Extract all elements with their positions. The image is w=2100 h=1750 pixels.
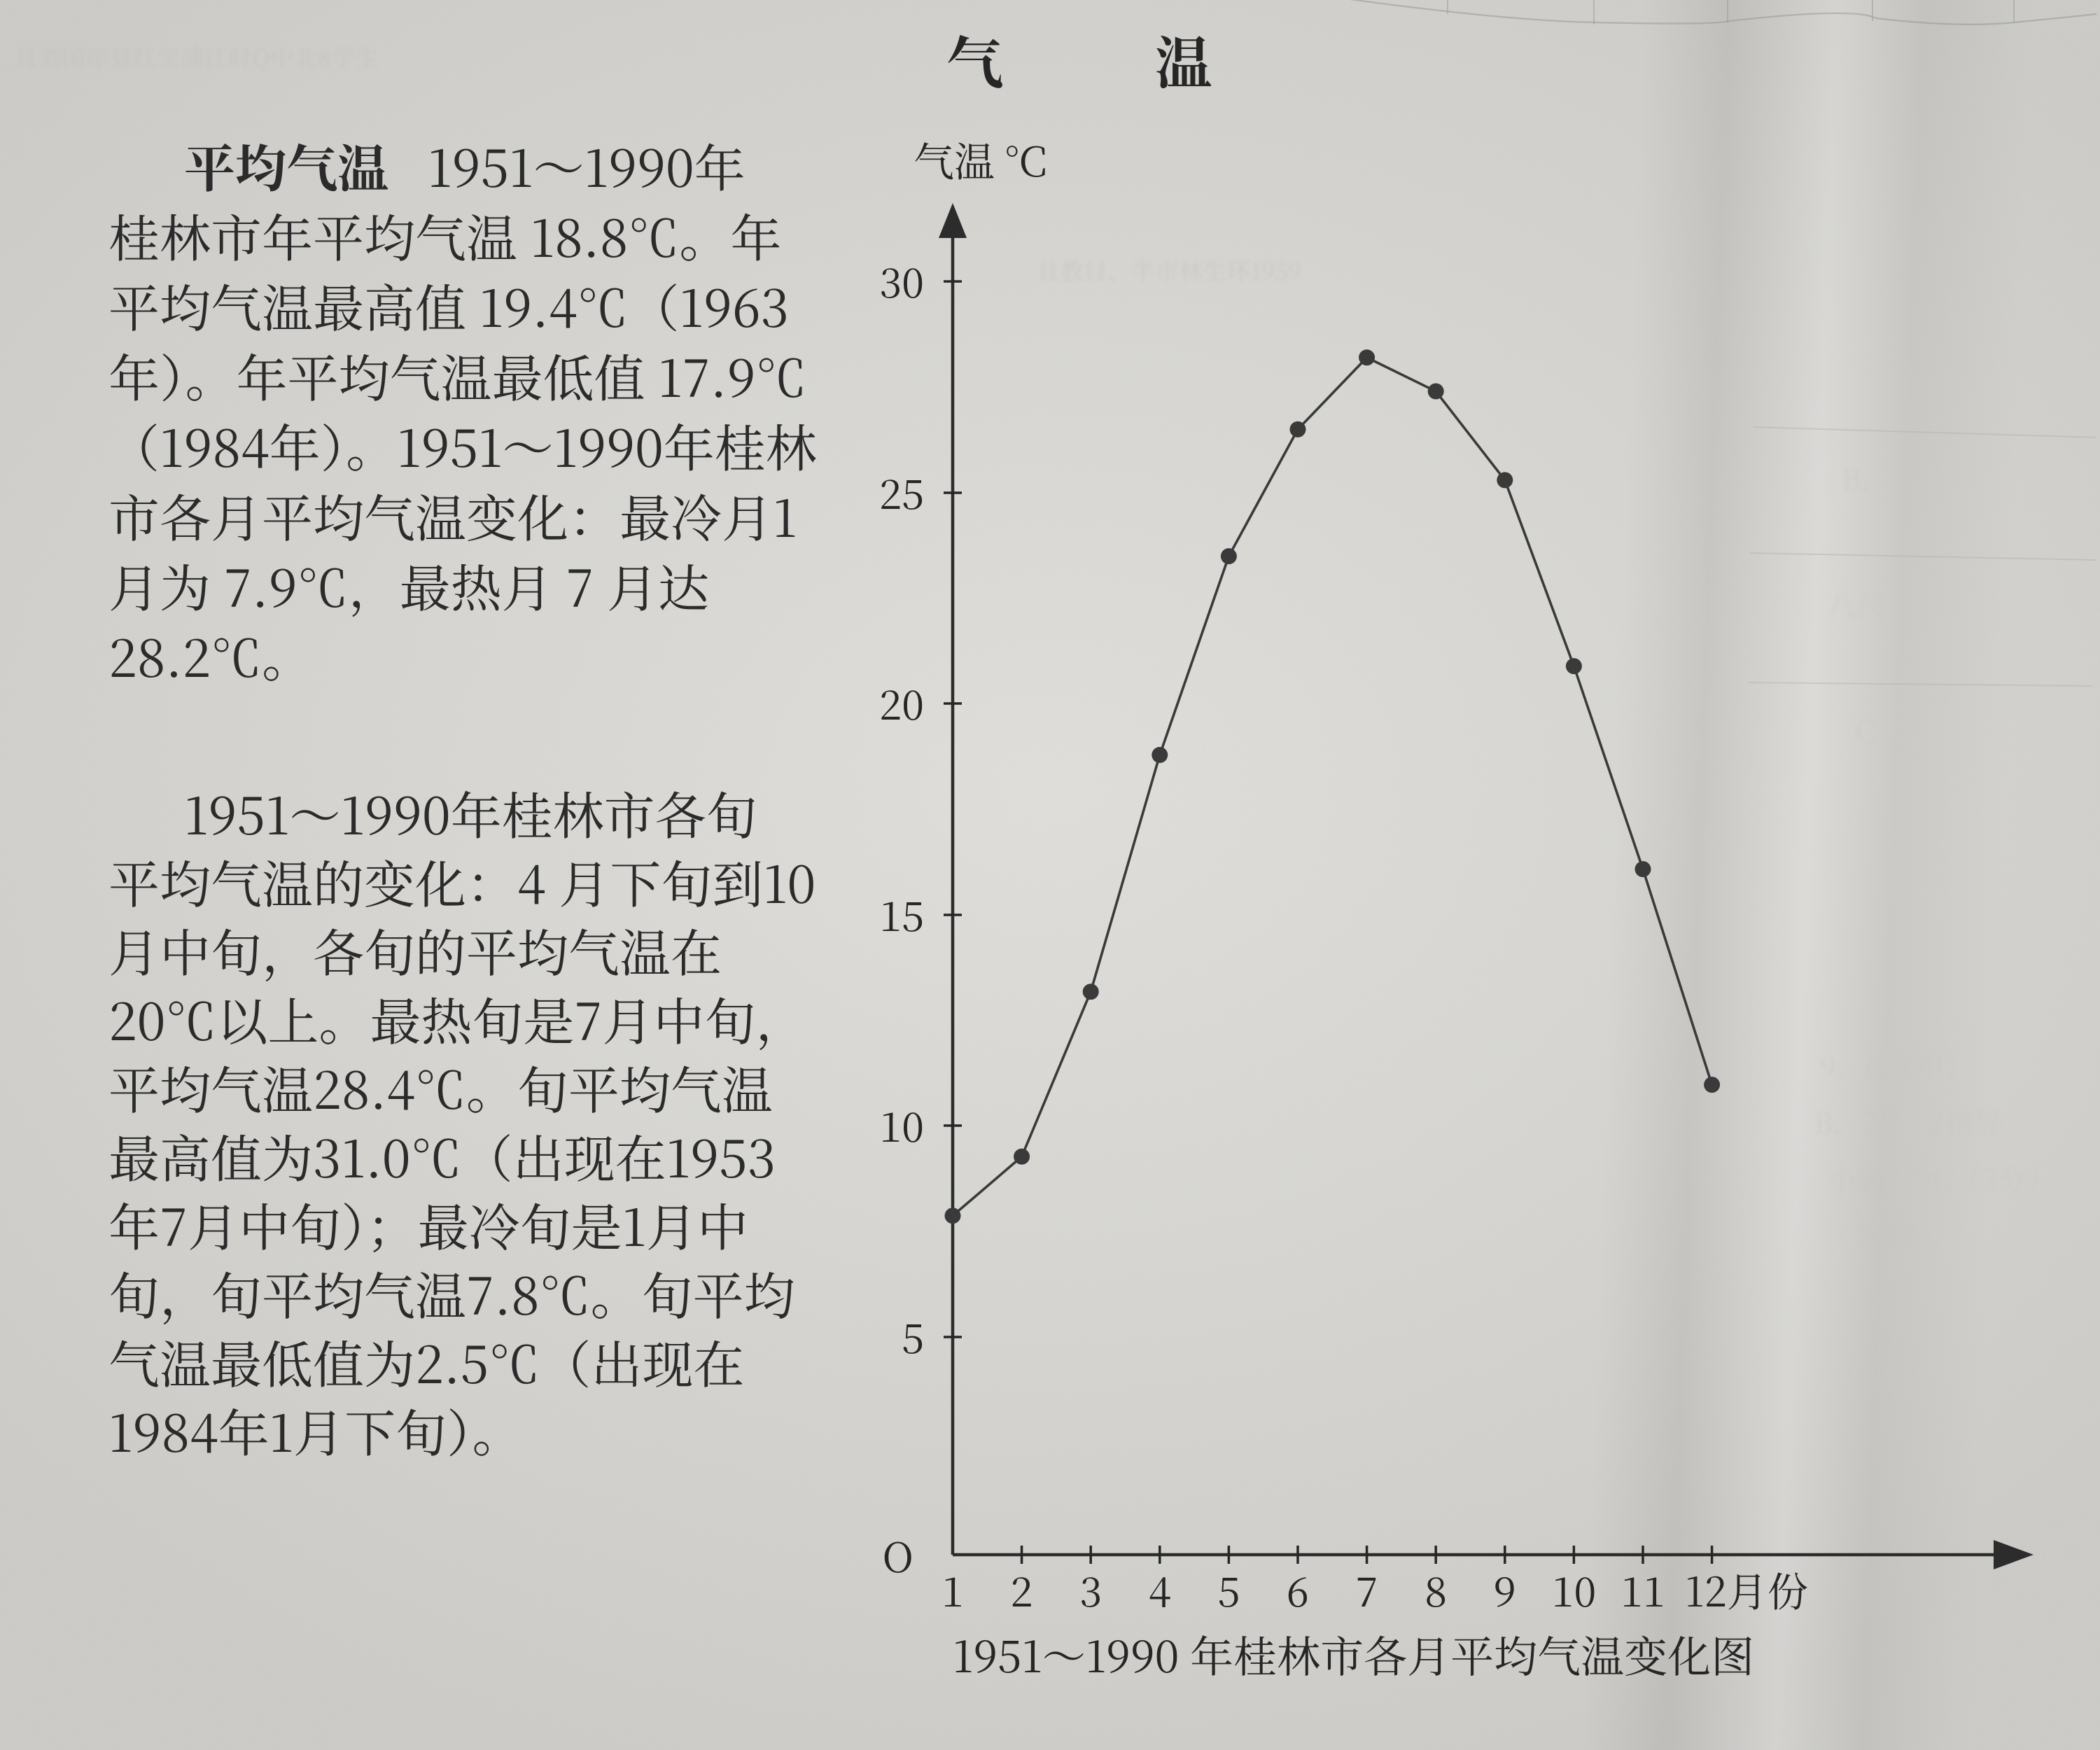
svg-text:2: 2 [1011, 1560, 1033, 1618]
svg-text:O: O [883, 1525, 914, 1584]
svg-text:5: 5 [1217, 1560, 1240, 1618]
svg-text:30: 30 [879, 251, 924, 309]
svg-text:1: 1 [941, 1560, 964, 1618]
svg-text:10: 10 [879, 1095, 924, 1154]
svg-text:4: 4 [1149, 1560, 1171, 1618]
svg-text:6: 6 [1287, 1560, 1309, 1618]
svg-text:10: 10 [1551, 1560, 1596, 1618]
svg-text:5: 5 [902, 1306, 924, 1365]
svg-text:8: 8 [1424, 1560, 1447, 1618]
svg-text:25: 25 [879, 462, 924, 521]
svg-text:9: 9 [1494, 1560, 1516, 1618]
svg-text:15: 15 [879, 884, 924, 943]
svg-text:气温 °C: 气温 °C [913, 130, 1047, 188]
svg-text:12月份: 12月份 [1685, 1560, 1808, 1618]
svg-text:7: 7 [1356, 1560, 1378, 1618]
svg-text:3: 3 [1079, 1560, 1102, 1618]
svg-text:20: 20 [879, 673, 924, 732]
svg-text:11: 11 [1620, 1560, 1665, 1618]
